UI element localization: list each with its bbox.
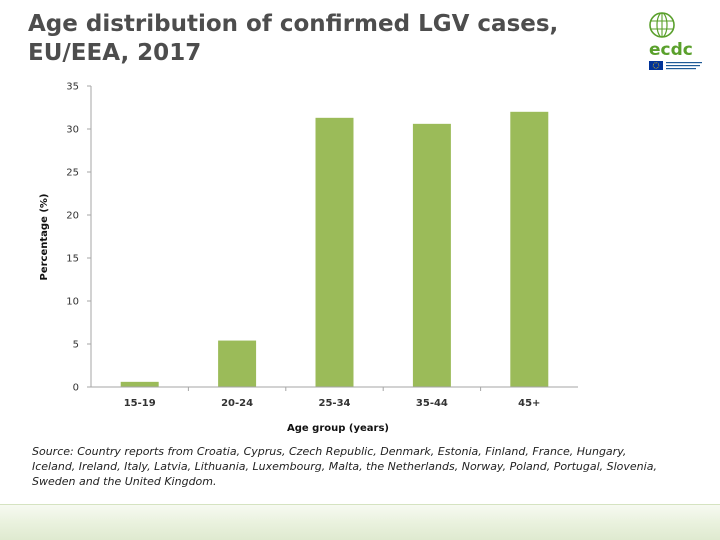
y-tick-label: 0: [73, 383, 79, 394]
bar-45+: [510, 111, 549, 388]
slide-title: Age distribution of confirmed LGV cases,…: [28, 11, 559, 66]
bar-20-24: [218, 340, 257, 387]
ecdc-globe-icon: [649, 12, 675, 38]
footer-band: [0, 504, 720, 540]
source-note: Source: Country reports from Croatia, Cy…: [32, 445, 657, 488]
x-tick-label: 45+: [518, 398, 540, 409]
y-axis-ticks: 0 5 10 15 20 25 30 35: [66, 82, 91, 394]
logo-tagline-lines: [666, 62, 702, 70]
x-axis-label: Age group (years): [287, 423, 389, 434]
ecdc-logo: ecdc: [649, 12, 702, 70]
y-axis-label: Percentage (%): [39, 194, 50, 281]
eu-flag-icon: [649, 61, 663, 70]
y-tick-label: 25: [66, 168, 79, 179]
y-tick-label: 5: [73, 340, 79, 351]
bars: [120, 111, 549, 388]
footer-divider: [0, 504, 720, 505]
y-tick-label: 15: [66, 254, 79, 265]
bar-15-19: [120, 381, 159, 387]
x-tick-label: 20-24: [221, 398, 253, 409]
bar-35-44: [412, 123, 451, 387]
x-axis-ticks: 15-19 20-24 25-34 35-44 45+: [124, 387, 540, 409]
logo-text: ecdc: [649, 40, 693, 60]
x-tick-label: 15-19: [124, 398, 156, 409]
x-tick-label: 25-34: [319, 398, 351, 409]
y-tick-label: 30: [66, 125, 79, 136]
y-tick-label: 10: [66, 297, 79, 308]
bar-25-34: [315, 117, 354, 387]
x-tick-label: 35-44: [416, 398, 448, 409]
y-tick-label: 35: [66, 82, 79, 93]
y-tick-label: 20: [66, 211, 79, 222]
